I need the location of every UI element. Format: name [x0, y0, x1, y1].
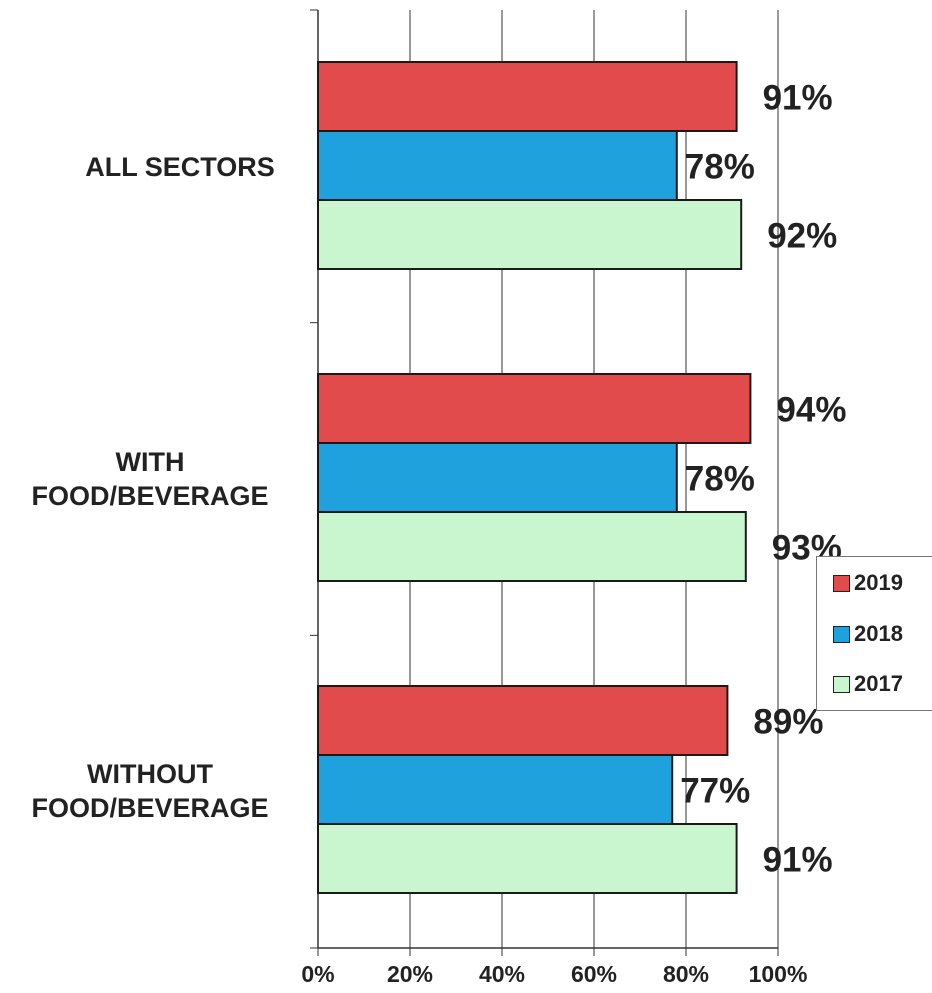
bar-2018-2 [317, 754, 674, 825]
x-tick-label: 60% [571, 961, 617, 987]
data-label: 91% [763, 79, 833, 118]
bar-2017-2 [317, 823, 738, 894]
category-label-line: FOOD/BEVERAGE [31, 481, 269, 511]
x-tick-label: 80% [663, 961, 709, 987]
category-label-with-food-beverage: WITH FOOD/BEVERAGE [0, 445, 300, 513]
data-label: 92% [767, 217, 837, 256]
data-label: 89% [753, 703, 823, 742]
legend-label-2018: 2018 [854, 621, 903, 646]
bar-2019-0 [317, 61, 738, 132]
legend-item-2019: 2019 [833, 570, 903, 596]
x-tick-label: 20% [387, 961, 433, 987]
legend-label-2019: 2019 [854, 570, 903, 595]
bar-2017-1 [317, 511, 747, 582]
x-tick-label: 100% [749, 961, 808, 987]
data-label: 78% [685, 460, 755, 499]
data-label: 94% [776, 391, 846, 430]
data-label: 78% [685, 148, 755, 187]
category-label-line: FOOD/BEVERAGE [31, 793, 269, 823]
x-tick-label: 0% [301, 961, 334, 987]
data-label: 91% [763, 841, 833, 880]
category-label-line: WITHOUT [87, 759, 213, 789]
legend-item-2017: 2017 [833, 671, 903, 697]
x-tick-label: 40% [479, 961, 525, 987]
bar-2017-0 [317, 199, 743, 270]
category-label-without-food-beverage: WITHOUT FOOD/BEVERAGE [0, 757, 300, 825]
category-label-line: WITH [115, 447, 185, 477]
legend-swatch-2019 [833, 574, 850, 592]
category-label-all-sectors: ALL SECTORS [30, 150, 330, 184]
bar-2018-1 [317, 442, 678, 513]
legend-swatch-2018 [833, 625, 850, 643]
bar-2019-1 [317, 373, 752, 444]
legend-label-2017: 2017 [854, 671, 903, 696]
bar-2018-0 [317, 130, 678, 201]
legend: 2019 2018 2017 [816, 556, 932, 711]
legend-swatch-2017 [833, 675, 850, 693]
legend-item-2018: 2018 [833, 621, 903, 647]
category-label-line: ALL SECTORS [85, 152, 275, 182]
data-label: 77% [680, 772, 750, 811]
bar-2019-2 [317, 685, 729, 756]
